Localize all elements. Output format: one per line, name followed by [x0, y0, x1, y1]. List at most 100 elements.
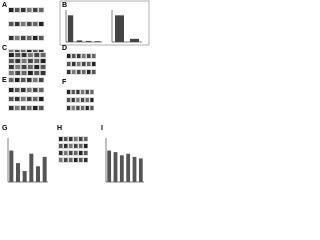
blot-band [77, 70, 81, 74]
blot-band [59, 137, 63, 141]
blot-band [33, 78, 38, 82]
blot-strip [58, 143, 88, 149]
blot-strip [58, 136, 88, 142]
blot-band [27, 97, 32, 101]
bar [115, 15, 124, 43]
blot-band [39, 22, 44, 26]
blot-band [71, 106, 75, 110]
blot-band [87, 54, 91, 58]
blot-band [15, 22, 20, 26]
bar [42, 156, 47, 182]
blot-band [84, 151, 88, 155]
panel-label: B [62, 2, 67, 9]
blot-band [39, 97, 44, 101]
blot-band [28, 59, 33, 63]
bar [67, 15, 74, 43]
blot-band [90, 90, 94, 94]
blot-band [9, 78, 14, 82]
panel-label: I [101, 125, 103, 132]
blot-band [81, 90, 85, 94]
blot-band [76, 98, 80, 102]
blot-strip [66, 89, 94, 95]
blot-band [39, 88, 44, 92]
blot-band [87, 70, 91, 74]
blot-band [9, 106, 14, 110]
blot-band [81, 106, 85, 110]
blot-band [74, 158, 78, 162]
blot-band [27, 106, 32, 110]
blot-strip [66, 105, 94, 111]
panel-label: H [57, 125, 62, 132]
bar [107, 150, 112, 182]
blot-strip [8, 7, 44, 13]
bar [119, 155, 124, 182]
blot-band [21, 22, 26, 26]
blot-band [67, 98, 71, 102]
blot-band [40, 59, 46, 63]
blot-band [71, 98, 75, 102]
panel-label: D [62, 45, 67, 52]
blot-band [64, 137, 68, 141]
blot-band [21, 106, 26, 110]
blot-band [76, 90, 80, 94]
blot-band [74, 144, 78, 148]
blot-strip [8, 35, 44, 41]
blot-band [9, 53, 14, 57]
blot-band [27, 22, 32, 26]
blot-band [76, 106, 80, 110]
blot-band [27, 36, 32, 40]
blot-band [39, 78, 44, 82]
blot-band [28, 53, 33, 57]
blot-strip [8, 105, 44, 111]
panel-label: E [2, 77, 7, 84]
bar [9, 150, 14, 182]
blot-band [21, 8, 26, 12]
blot-band [67, 54, 71, 58]
bar [130, 38, 139, 42]
blot-band [40, 65, 46, 69]
blot-band [27, 88, 32, 92]
bar [16, 163, 20, 182]
panel-label: G [2, 125, 8, 132]
bar [94, 41, 101, 42]
blot-band [15, 78, 20, 82]
blot-band [21, 36, 26, 40]
blot-band [67, 106, 71, 110]
bar [22, 171, 27, 182]
bar [132, 156, 137, 182]
blot-band [21, 71, 27, 75]
blot-band [33, 97, 38, 101]
blot-band [27, 78, 32, 82]
blot-band [84, 144, 88, 148]
blot-band [15, 88, 20, 92]
blot-band [84, 137, 88, 141]
blot-strip [66, 61, 96, 67]
bar [85, 40, 92, 42]
blot-strip [66, 53, 96, 59]
blot-band [40, 71, 46, 75]
blot-band [81, 98, 85, 102]
blot-band [84, 158, 88, 162]
blot-strip [8, 64, 46, 70]
blot-band [71, 90, 75, 94]
blot-band [21, 65, 27, 69]
blot-band [90, 98, 94, 102]
bar [113, 152, 118, 182]
blot-band [87, 62, 91, 66]
blot-band [34, 53, 40, 57]
blot-strip [66, 69, 96, 75]
blot-band [9, 8, 14, 12]
blot-band [82, 70, 86, 74]
blot-strip [66, 97, 94, 103]
blot-band [9, 97, 14, 101]
panel-b-frame [59, 0, 150, 46]
blot-band [72, 70, 76, 74]
bar [29, 153, 34, 182]
bar [76, 40, 83, 42]
blot-band [9, 88, 14, 92]
blot-band [72, 62, 76, 66]
blot-band [39, 106, 44, 110]
blot-band [34, 59, 40, 63]
blot-band [74, 137, 78, 141]
blot-strip [8, 96, 44, 102]
